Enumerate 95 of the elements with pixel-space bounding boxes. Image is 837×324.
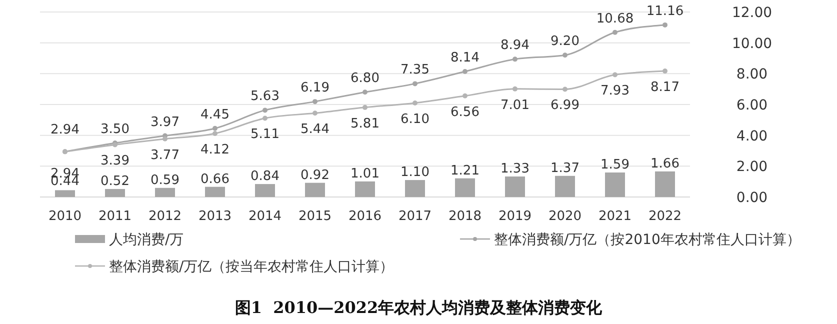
x-tick-label: 2016	[348, 209, 382, 224]
data-label: 9.20	[550, 34, 580, 50]
data-label: 1.59	[600, 157, 630, 172]
data-label: 0.52	[100, 174, 130, 189]
data-label: 0.66	[200, 172, 230, 187]
point	[612, 72, 618, 78]
legend-label: 整体消费额/万亿（按2010年农村常住人口计算）	[494, 232, 800, 248]
data-label: 6.80	[350, 71, 380, 86]
point	[262, 116, 268, 121]
point	[562, 86, 568, 92]
bar	[55, 190, 75, 197]
y-tick-label: 0.00	[736, 190, 768, 206]
data-label: 7.93	[600, 84, 630, 99]
data-label: 1.66	[650, 156, 680, 172]
data-label: 4.45	[200, 107, 230, 122]
data-label: 8.94	[500, 38, 530, 54]
data-label: 0.92	[300, 168, 330, 183]
data-label: 1.10	[400, 165, 430, 180]
point	[462, 69, 468, 74]
legend-label: 整体消费额/万亿（按当年农村常住人口计算）	[109, 259, 394, 275]
point	[362, 104, 368, 110]
point	[312, 99, 318, 104]
data-label: 10.68	[596, 11, 634, 26]
x-tick-label: 2014	[248, 209, 282, 224]
y-tick-label: 12.00	[732, 5, 772, 21]
point	[562, 52, 568, 58]
point	[662, 68, 668, 74]
data-label: 7.01	[500, 98, 530, 113]
data-label: 6.99	[550, 98, 580, 114]
point	[162, 136, 168, 142]
y-tick-label: 6.00	[736, 98, 768, 114]
data-label: 6.10	[400, 112, 430, 127]
bar	[305, 182, 325, 197]
point	[312, 110, 318, 116]
data-label: 3.97	[150, 114, 180, 130]
data-label: 3.39	[100, 154, 130, 169]
data-label: 5.63	[250, 89, 280, 104]
point	[412, 100, 418, 106]
x-tick-label: 2013	[198, 209, 232, 224]
x-tick-label: 2022	[648, 209, 682, 224]
bar	[105, 188, 125, 197]
x-tick-label: 2017	[398, 209, 432, 224]
data-label: 8.14	[450, 50, 480, 66]
data-label: 1.21	[450, 163, 480, 178]
bar	[555, 176, 575, 197]
bar	[505, 176, 525, 197]
data-label: 6.56	[450, 104, 480, 120]
point	[512, 86, 518, 92]
point	[212, 130, 218, 136]
x-tick-label: 2018	[448, 209, 482, 224]
point	[462, 93, 468, 98]
y-tick-label: 10.00	[732, 36, 772, 52]
y-tick-label: 4.00	[736, 128, 768, 144]
bar	[205, 186, 225, 197]
y-tick-label: 2.00	[736, 159, 768, 176]
x-tick-label: 2010	[48, 209, 82, 224]
bar	[605, 172, 625, 197]
bar	[155, 188, 175, 197]
x-tick-label: 2012	[148, 209, 182, 224]
point	[612, 30, 618, 35]
data-label: 8.17	[650, 80, 680, 96]
x-tick-label: 2021	[598, 209, 632, 224]
data-label: 4.12	[200, 142, 230, 158]
point	[662, 22, 668, 28]
point	[262, 108, 268, 113]
bar	[455, 178, 475, 197]
x-tick-label: 2019	[498, 209, 532, 224]
data-label: 3.50	[100, 122, 130, 138]
point	[512, 56, 518, 62]
x-tick-label: 2011	[98, 209, 132, 224]
bar	[655, 171, 675, 197]
data-label: 6.19	[300, 80, 330, 96]
legend-label: 人均消费/万	[109, 232, 184, 248]
data-label: 7.35	[400, 62, 430, 78]
point	[212, 126, 218, 131]
data-label: 1.33	[500, 161, 530, 176]
point	[412, 81, 418, 86]
text: 图1 2010—2022年农村人均消费及整体消费变化	[234, 298, 604, 317]
y-tick-label: 8.00	[736, 66, 768, 83]
bar	[255, 184, 275, 197]
data-label: 3.77	[150, 148, 180, 163]
data-label: 5.81	[350, 116, 380, 132]
data-label: 0.59	[150, 172, 180, 188]
point	[362, 90, 368, 95]
data-label: 1.37	[550, 160, 580, 176]
data-label: 1.01	[350, 166, 380, 182]
x-tick-label: 2020	[548, 209, 582, 224]
data-label: 5.11	[250, 127, 280, 142]
x-tick-label: 2015	[298, 209, 332, 224]
data-label: 0.84	[250, 169, 280, 184]
data-label: 2.94	[50, 122, 80, 138]
data-label: 11.16	[646, 4, 684, 19]
bar	[405, 180, 425, 197]
bar	[355, 181, 375, 197]
data-label: 5.44	[300, 122, 330, 138]
